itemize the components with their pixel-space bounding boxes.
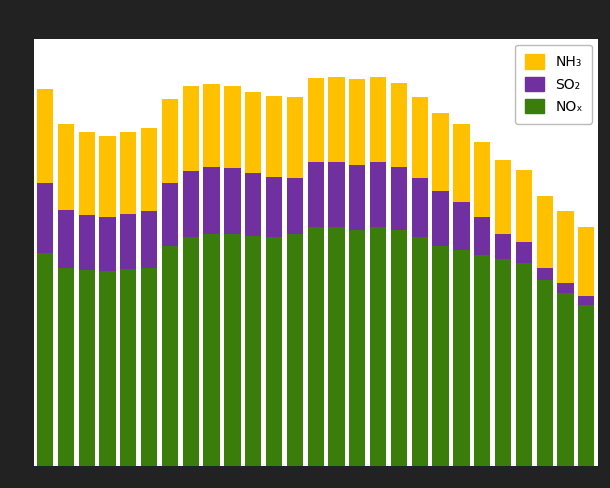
- Bar: [412, 97, 428, 179]
- Bar: [453, 124, 470, 203]
- Bar: [287, 97, 303, 179]
- Bar: [120, 132, 137, 214]
- Bar: [307, 78, 324, 162]
- Bar: [224, 234, 240, 466]
- Bar: [245, 92, 261, 173]
- Bar: [266, 96, 282, 177]
- Bar: [37, 89, 53, 183]
- Bar: [453, 250, 470, 466]
- Bar: [99, 136, 115, 217]
- Bar: [537, 196, 553, 267]
- Bar: [474, 255, 490, 466]
- Bar: [79, 270, 95, 466]
- Bar: [37, 252, 53, 466]
- Bar: [391, 83, 407, 167]
- Bar: [453, 203, 470, 250]
- Bar: [432, 191, 449, 246]
- Bar: [182, 171, 199, 238]
- Bar: [266, 238, 282, 466]
- Bar: [245, 173, 261, 236]
- Bar: [307, 162, 324, 227]
- Bar: [162, 246, 178, 466]
- Bar: [204, 234, 220, 466]
- Bar: [516, 243, 532, 263]
- Bar: [120, 214, 137, 269]
- Bar: [370, 227, 386, 466]
- Bar: [224, 168, 240, 234]
- Bar: [370, 162, 386, 227]
- Bar: [141, 211, 157, 267]
- Bar: [204, 84, 220, 167]
- Bar: [287, 234, 303, 466]
- Bar: [328, 77, 345, 162]
- Bar: [79, 215, 95, 270]
- Bar: [58, 210, 74, 267]
- Bar: [558, 293, 573, 466]
- Bar: [79, 132, 95, 215]
- Bar: [328, 227, 345, 466]
- Bar: [516, 263, 532, 466]
- Bar: [370, 77, 386, 162]
- Bar: [495, 234, 511, 259]
- Bar: [391, 230, 407, 466]
- Bar: [578, 227, 595, 297]
- Bar: [266, 177, 282, 238]
- Bar: [578, 305, 595, 466]
- Bar: [474, 142, 490, 217]
- Bar: [474, 217, 490, 255]
- Bar: [578, 297, 595, 305]
- Bar: [349, 79, 365, 164]
- Bar: [162, 100, 178, 183]
- Bar: [204, 167, 220, 234]
- Bar: [99, 271, 115, 466]
- Bar: [391, 167, 407, 230]
- Bar: [245, 236, 261, 466]
- Bar: [141, 128, 157, 211]
- Bar: [120, 269, 137, 466]
- Bar: [141, 267, 157, 466]
- Bar: [495, 160, 511, 234]
- Bar: [537, 280, 553, 466]
- Bar: [307, 227, 324, 466]
- Bar: [558, 211, 573, 283]
- Bar: [558, 283, 573, 293]
- Bar: [182, 85, 199, 171]
- Bar: [537, 267, 553, 280]
- Bar: [162, 183, 178, 246]
- Bar: [349, 230, 365, 466]
- Bar: [58, 267, 74, 466]
- Bar: [495, 259, 511, 466]
- Bar: [328, 162, 345, 227]
- Bar: [516, 170, 532, 243]
- Bar: [412, 238, 428, 466]
- Bar: [37, 183, 53, 252]
- Bar: [287, 179, 303, 234]
- Legend: NH₃, SO₂, NOₓ: NH₃, SO₂, NOₓ: [515, 44, 592, 124]
- Bar: [182, 238, 199, 466]
- Bar: [224, 85, 240, 168]
- Bar: [58, 124, 74, 210]
- Bar: [349, 164, 365, 230]
- Bar: [99, 217, 115, 271]
- Bar: [412, 179, 428, 238]
- Bar: [432, 246, 449, 466]
- Bar: [432, 113, 449, 191]
